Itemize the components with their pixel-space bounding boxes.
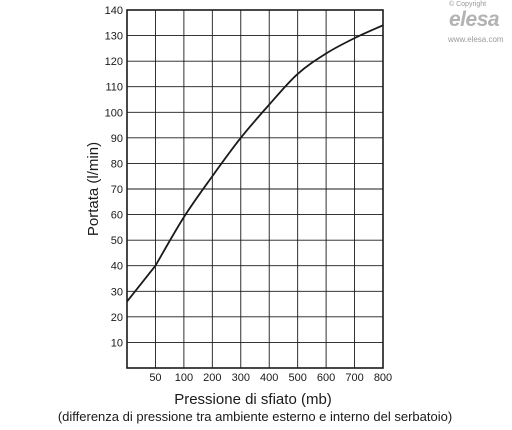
y-tick-label: 120: [105, 56, 123, 68]
x-tick-label: 100: [175, 372, 193, 384]
x-tick-label: 400: [260, 372, 278, 384]
copyright-text: © Copyright: [449, 1, 487, 8]
x-axis-title: Pressione di sfiato (mb): [174, 391, 332, 408]
x-tick-label: 600: [317, 372, 335, 384]
y-tick-label: 30: [111, 286, 123, 298]
brand-url: www.elesa.com: [448, 35, 504, 44]
series-line: [126, 24, 384, 303]
y-tick-label: 70: [111, 184, 123, 196]
x-tick-label: 50: [149, 372, 161, 384]
y-tick-label: 50: [111, 235, 123, 247]
y-tick-label: 10: [111, 337, 123, 349]
elesa-logo: elesa: [449, 8, 500, 31]
y-tick-label: 80: [111, 158, 123, 170]
x-tick-label: 300: [232, 372, 250, 384]
y-tick-label: 60: [111, 210, 123, 222]
x-tick-label: 500: [288, 372, 306, 384]
y-tick-label: 20: [111, 312, 123, 324]
x-tick-label: 200: [203, 372, 221, 384]
y-tick-label: 130: [105, 31, 123, 43]
y-tick-label: 140: [105, 5, 123, 17]
y-tick-labels: 10 20 30 40 50 60 70 80 90 100 110 120 130 140: [105, 5, 123, 349]
plot-frame: [126, 9, 384, 369]
x-tick-labels: 50 100 200 300 400 500 600 700 800: [149, 372, 392, 384]
x-tick-label: 700: [345, 372, 363, 384]
y-axis-title: Portata (l/min): [85, 142, 102, 236]
grid-lines: [127, 10, 383, 368]
y-tick-label: 90: [111, 133, 123, 145]
y-tick-label: 40: [111, 261, 123, 273]
y-tick-label: 110: [105, 82, 123, 94]
x-axis-note: (differenza di pressione tra ambiente es…: [58, 409, 452, 424]
y-tick-label: 100: [105, 107, 123, 119]
x-tick-label: 800: [374, 372, 392, 384]
